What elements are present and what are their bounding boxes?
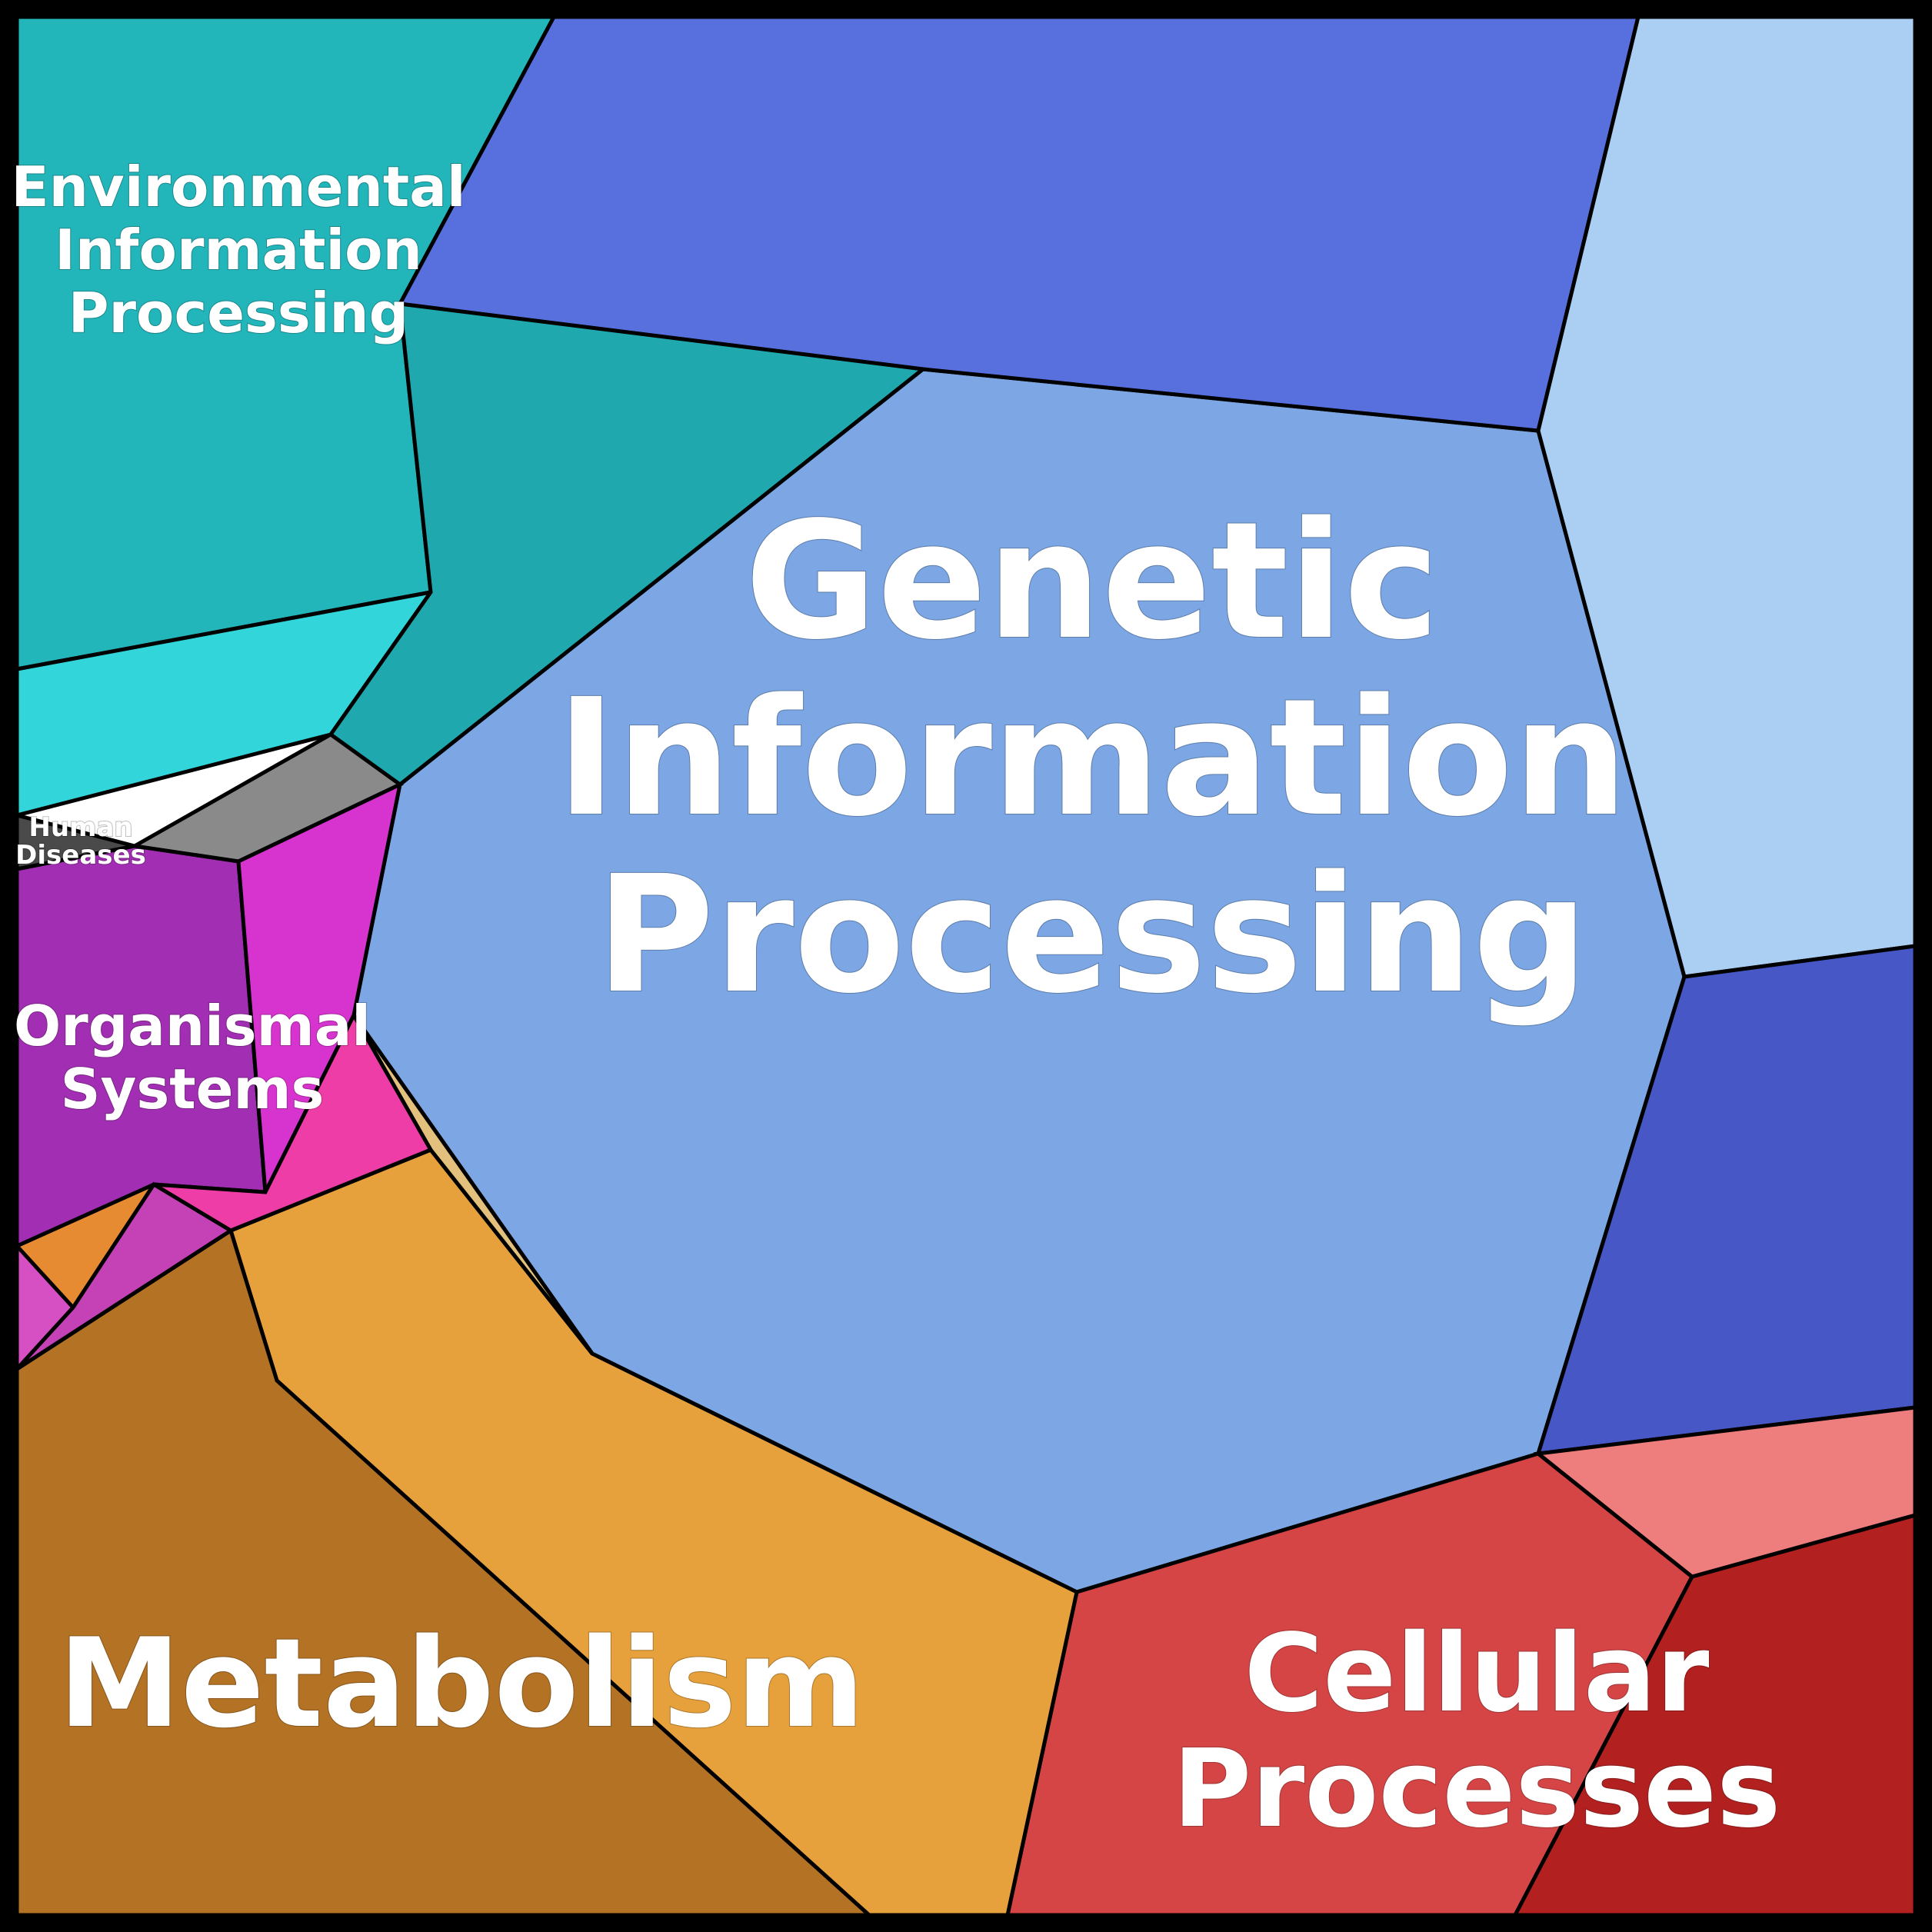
lbl-met: Metabolism: [58, 1611, 864, 1755]
lbl-eip: EnvironmentalInformationProcessing: [11, 155, 465, 345]
voronoi-treemap: GeneticInformationProcessingMetabolismCe…: [0, 0, 1932, 1932]
lbl-gip-line-0: Genetic: [744, 487, 1440, 675]
lbl-cp: CellularProcesses: [1173, 1611, 1781, 1852]
lbl-org-line-0: Organismal: [14, 994, 371, 1058]
lbl-eip-line-0: Environmental: [11, 155, 465, 219]
lbl-org: OrganismalSystems: [14, 994, 371, 1121]
lbl-eip-line-2: Processing: [68, 281, 408, 345]
lbl-org-line-1: Systems: [61, 1057, 325, 1121]
lbl-hd-line-0: Human: [28, 812, 132, 843]
lbl-hd: HumanDiseases: [15, 812, 146, 871]
lbl-gip-line-2: Processing: [596, 841, 1588, 1029]
lbl-cp-line-1: Processes: [1173, 1727, 1781, 1852]
lbl-gip-line-1: Information: [556, 664, 1628, 852]
lbl-cp-line-0: Cellular: [1244, 1611, 1710, 1737]
lbl-hd-line-1: Diseases: [15, 840, 146, 871]
lbl-met-line-0: Metabolism: [58, 1611, 864, 1755]
lbl-eip-line-1: Information: [55, 218, 422, 282]
